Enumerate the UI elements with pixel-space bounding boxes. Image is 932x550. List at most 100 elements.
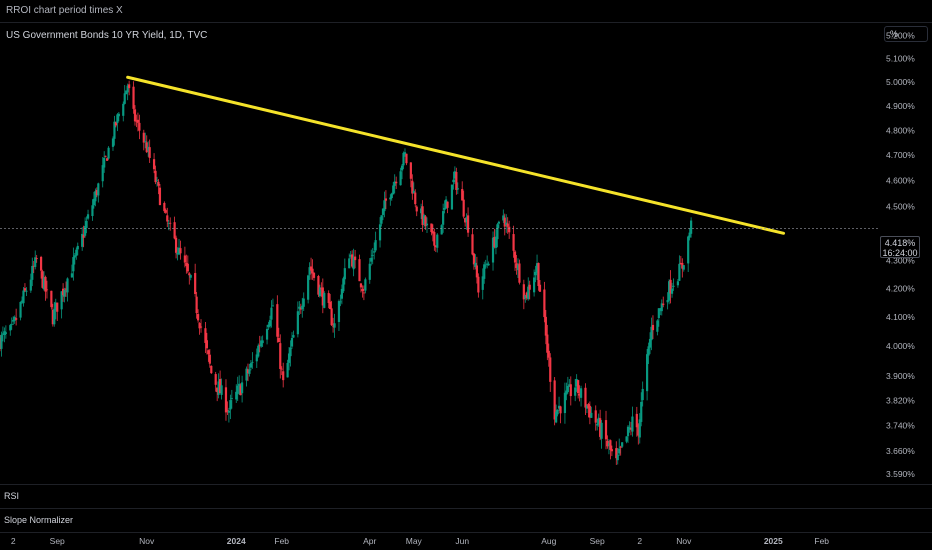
candle [154,165,157,185]
candle [249,360,253,371]
candle [678,255,681,282]
candle [23,283,27,293]
candle [484,259,487,269]
candle [512,225,515,258]
candle [342,276,345,294]
candle [553,377,556,426]
candle [227,407,231,423]
candle [483,261,486,284]
candle [3,327,6,343]
candle [544,309,547,345]
price-tick-label: 4.100% [886,312,915,322]
candle [574,378,577,402]
candle [400,163,404,180]
price-tick-label: 3.820% [886,396,915,406]
symbol-legend[interactable]: US Government Bonds 10 YR Yield, 1D, TVC [6,30,208,41]
candle [50,290,53,310]
candle [255,348,258,369]
candle [45,280,49,299]
candle [682,265,685,272]
candle [155,176,159,187]
candle [116,113,119,132]
candle [208,349,211,368]
candle [590,406,593,418]
time-axis: 2 Sep Nov 2024 Feb Apr May Jun Aug Sep 2 Nov 2025 Feb [11,536,829,546]
candle [533,269,536,297]
candle [546,324,549,361]
candle [378,217,382,248]
candle [420,203,423,220]
candle [317,274,320,298]
candle [76,242,79,256]
candle [53,301,56,327]
candle [205,332,208,355]
candle [32,260,35,274]
candle [13,315,16,324]
price-tick-label: 3.590% [886,469,915,479]
candle [547,343,550,367]
candle [528,280,531,300]
candle [10,317,13,330]
candle [349,250,352,259]
candle [289,340,292,367]
price-tick-label: 4.000% [886,341,915,351]
title-divider [0,22,932,23]
candle [152,153,156,174]
candle [566,376,569,394]
candle [246,363,250,382]
candle [631,406,634,437]
price-tick-label: 3.740% [886,421,915,431]
candle [42,271,46,291]
candle [148,139,151,163]
candle [339,294,342,307]
candle [111,136,115,151]
candle [456,182,459,195]
candle [176,247,179,261]
candle [668,279,671,305]
candle [174,235,178,259]
candle [502,209,505,223]
candle [287,347,291,371]
candle [248,364,251,377]
candle [106,157,109,161]
candle [453,166,456,185]
candle [442,203,445,233]
current-price-label: 4.418% 16:24:00 [880,236,920,258]
time-tick-label: Nov [676,536,692,546]
time-tick-label: 2025 [764,536,783,546]
candle [505,214,508,233]
candle [177,239,181,256]
percent-scale-button[interactable]: % [884,26,928,42]
candle [587,402,590,418]
candle [321,278,324,314]
candle [117,111,120,122]
price-chart[interactable]: 5.200% 5.100% 5.000% 4.900% 4.800% 4.700% 4.60… [0,22,932,550]
candle [579,385,583,407]
candle [270,300,273,328]
candle [353,250,357,269]
candle [681,258,684,278]
candle [584,383,587,415]
candle [210,365,213,374]
candle [640,392,643,427]
candle [461,181,464,201]
candle [82,225,85,248]
slope-pane-label[interactable]: Slope Normalizer [4,515,74,525]
candle [260,336,263,348]
price-tick-label: 4.600% [886,176,915,186]
candle [189,274,192,281]
candle [132,81,135,114]
rsi-pane-label[interactable]: RSI [4,491,20,501]
candle [219,370,222,394]
candle [455,167,458,195]
candle [268,315,272,329]
candle [384,190,388,210]
candle [307,274,310,304]
candle [555,404,558,424]
candle [477,273,480,298]
candle [628,421,631,433]
candle [63,287,66,303]
candle [258,335,261,353]
candle [166,207,169,228]
candle [358,254,361,282]
